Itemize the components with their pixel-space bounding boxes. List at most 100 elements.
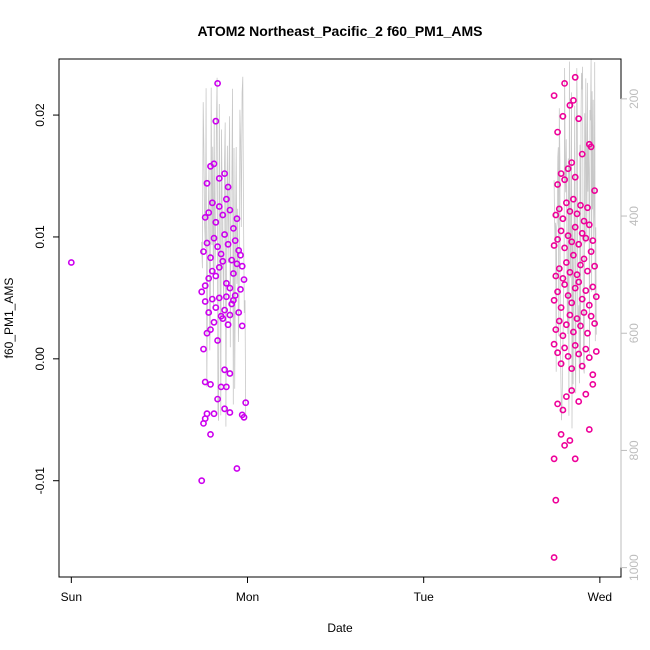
data-point [561, 281, 568, 288]
data-point [550, 455, 558, 463]
x-axis: Sun Mon Tue Wed [61, 576, 612, 604]
x-tick-label: Sun [61, 590, 82, 604]
data-point [573, 271, 581, 279]
data-point [208, 295, 216, 303]
data-point [221, 405, 228, 413]
data-point [229, 224, 237, 232]
data-point [207, 430, 214, 438]
data-point [559, 112, 567, 120]
x-tick-label: Tue [414, 590, 435, 604]
data-point [222, 383, 230, 391]
data-point [575, 398, 583, 405]
data-point [575, 350, 583, 358]
data-point [559, 274, 567, 282]
data-point [575, 278, 583, 286]
y-axis: -0.01 0.00 0.01 0.02 [33, 103, 60, 495]
data-point [568, 365, 576, 372]
data-point [584, 267, 591, 275]
data-point [67, 259, 75, 266]
data-point [563, 321, 570, 329]
data-point [550, 340, 558, 348]
data-point [587, 312, 595, 320]
data-point [210, 410, 218, 418]
data-point [578, 362, 586, 370]
data-point [559, 215, 567, 223]
y-axis-label: f60_PM1_AMS [2, 278, 16, 359]
data-point [550, 242, 558, 249]
data-point [571, 173, 579, 181]
data-point [561, 80, 568, 87]
data-point [571, 223, 579, 231]
data-point [554, 128, 561, 136]
data-point [203, 179, 211, 187]
data-point [226, 370, 234, 377]
data-point [207, 326, 214, 333]
data-point [222, 195, 230, 203]
data-point [201, 282, 209, 290]
data-point [229, 270, 237, 277]
data-point [224, 321, 232, 329]
data-point [589, 237, 597, 244]
data-point [587, 143, 595, 151]
data-point [589, 371, 597, 379]
data-point [568, 159, 576, 166]
data-point [570, 328, 577, 336]
data-point [201, 298, 209, 305]
data-point [231, 237, 239, 244]
y-tick-label: -0.01 [33, 467, 47, 495]
data-point [228, 256, 236, 264]
data-point [589, 283, 597, 291]
data-point [561, 344, 568, 352]
data-point [575, 115, 583, 123]
data-point [226, 409, 234, 416]
data-point [563, 393, 570, 400]
altitude-tick-label: 800 [627, 440, 641, 460]
data-point [578, 229, 586, 237]
altitude-tick-label: 600 [627, 323, 641, 343]
data-point [233, 260, 241, 268]
data-point [550, 554, 558, 561]
data-point [580, 217, 588, 225]
data-point [563, 259, 570, 266]
data-point [200, 345, 207, 353]
data-point [587, 248, 595, 255]
data-point [205, 309, 213, 316]
data-point [568, 238, 576, 246]
data-point [566, 268, 574, 276]
data-point [226, 284, 234, 292]
chart-title: ATOM2 Northeast_Pacific_2 f60_PM1_AMS [197, 23, 482, 39]
data-point [568, 387, 576, 394]
data-point [203, 329, 211, 337]
data-point [222, 293, 230, 301]
altitude-axis: 200 400 600 800 1000 [620, 89, 641, 581]
data-point [570, 195, 577, 203]
data-point [582, 287, 590, 294]
data-point [561, 176, 568, 184]
data-point [561, 244, 568, 252]
data-point [554, 349, 561, 357]
data-point [224, 183, 232, 191]
data-point [221, 231, 228, 238]
data-point [554, 400, 561, 408]
altitude-trace-flight-2 [553, 59, 597, 429]
data-point [210, 318, 218, 326]
data-point [238, 322, 246, 330]
data-point [242, 399, 250, 407]
data-point [564, 292, 572, 299]
data-point [573, 210, 581, 218]
data-point [582, 390, 590, 398]
data-point [550, 92, 558, 99]
data-point [200, 248, 207, 255]
data-point [577, 201, 584, 209]
data-point [198, 288, 206, 296]
data-point [555, 317, 563, 325]
data-point [233, 465, 241, 472]
data-point [210, 160, 218, 168]
data-point [208, 199, 216, 207]
data-point [214, 337, 221, 344]
altitude-trace-flight-1 [201, 76, 247, 427]
data-point [217, 250, 225, 258]
data-point [575, 240, 583, 248]
data-point [557, 360, 565, 368]
